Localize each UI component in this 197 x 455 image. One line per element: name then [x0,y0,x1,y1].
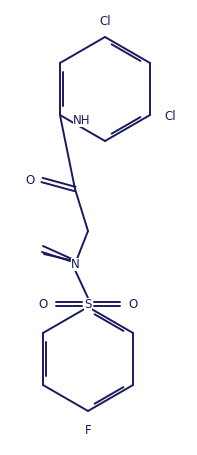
Text: Cl: Cl [164,109,176,122]
Text: NH: NH [73,114,91,127]
Text: O: O [128,298,137,311]
Text: Cl: Cl [99,15,111,28]
Text: S: S [84,298,92,311]
Text: O: O [26,174,35,187]
Text: N: N [71,258,79,271]
Text: F: F [85,423,91,436]
Text: O: O [39,298,48,311]
